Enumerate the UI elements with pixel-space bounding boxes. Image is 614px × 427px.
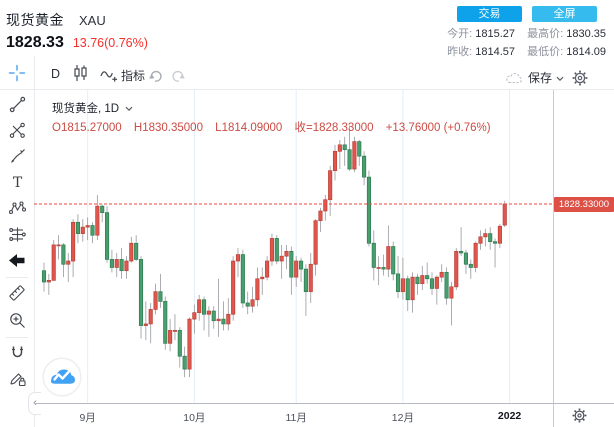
axis-label-1: 10月	[183, 412, 206, 424]
interval-button[interactable]: D	[51, 67, 61, 81]
projection-icon[interactable]	[8, 225, 26, 243]
cloud-icon	[506, 72, 524, 84]
price-axis-divider	[553, 90, 554, 427]
symbol-code: XAU	[79, 13, 106, 28]
svg-text:T: T	[12, 175, 22, 191]
candlestick-chart[interactable]	[34, 90, 554, 403]
legend-close: 收=1828.33000	[294, 122, 374, 134]
legend-change: +13.76000 (+0.76%)	[385, 122, 491, 134]
prev-close-label: 昨收:	[447, 45, 473, 58]
time-axis[interactable]: 9月 10月 11月 12月 2022	[0, 404, 614, 427]
candlestick-style-icon[interactable]	[71, 64, 89, 82]
pitchfork-icon[interactable]	[8, 121, 26, 139]
chart-legend-title-row: 现货黄金, 1D	[52, 100, 133, 116]
price-row: 1828.33 13.76(0.76%)	[6, 34, 148, 52]
stats-row-1: 今开: 1815.27 最高价: 1830.35	[447, 26, 606, 44]
last-price: 1828.33	[6, 34, 64, 51]
trade-button[interactable]: 交易	[457, 6, 522, 22]
toolbar-divider	[0, 89, 614, 90]
sidebar-group-divider-1	[6, 277, 28, 278]
prev-close-value: 1814.57	[475, 45, 516, 58]
ruler-icon[interactable]	[8, 284, 26, 302]
crosshair-icon[interactable]	[8, 64, 26, 82]
edit-lock-icon[interactable]	[8, 369, 26, 387]
legend-high: H1830.35000	[133, 122, 203, 134]
legend-symbol-interval[interactable]: 现货黄金, 1D	[52, 103, 120, 115]
axis-label-2: 11月	[285, 412, 307, 424]
time-axis-line	[34, 403, 614, 404]
xabcd-pattern-icon[interactable]	[8, 199, 26, 217]
legend-open: O1815.27000	[52, 122, 122, 134]
symbol-header: 现货黄金 XAU	[6, 10, 106, 30]
save-chevron-down-icon[interactable]	[556, 76, 564, 82]
redo-icon[interactable]	[169, 67, 187, 85]
chevron-down-icon[interactable]	[125, 106, 133, 112]
sidebar-divider	[34, 56, 35, 427]
axis-label-4: 2022	[497, 410, 522, 422]
axis-settings-gear-icon[interactable]	[570, 406, 588, 424]
brush-icon[interactable]	[8, 147, 26, 165]
axis-label-0: 9月	[79, 412, 96, 424]
daily-stats: 今开: 1815.27 最高价: 1830.35 昨收: 1814.57 最低价…	[447, 26, 606, 61]
trend-line-icon[interactable]	[8, 95, 26, 113]
axis-label-3: 12月	[391, 412, 414, 424]
symbol-title: 现货黄金	[6, 12, 64, 28]
zoom-in-icon[interactable]	[8, 311, 26, 329]
low-value: 1814.09	[566, 45, 606, 58]
undo-icon[interactable]	[147, 67, 165, 85]
sidebar-group-divider-2	[6, 337, 28, 338]
open-label: 今开:	[447, 28, 473, 40]
high-label: 最高价:	[527, 28, 564, 40]
open-value: 1815.27	[475, 28, 516, 40]
high-value: 1830.35	[566, 28, 606, 40]
save-button[interactable]: 保存	[528, 71, 553, 85]
fullscreen-button[interactable]: 全屏	[532, 6, 597, 22]
chart-legend-ohlc-row: O1815.27000 H1830.35000 L1814.09000 收=18…	[52, 119, 500, 135]
last-price-tag: 1828.33000	[554, 197, 614, 212]
indicator-wave-icon[interactable]	[100, 66, 118, 84]
arrow-marker-icon[interactable]	[8, 251, 26, 269]
site-logo	[42, 357, 82, 397]
price-change: 13.76(0.76%)	[72, 36, 148, 50]
indicators-button[interactable]: 指标	[121, 69, 146, 83]
legend-low: L1814.09000	[215, 122, 283, 134]
magnet-icon[interactable]	[8, 343, 26, 361]
low-label: 最低价:	[527, 45, 564, 58]
text-tool-icon[interactable]: T	[8, 173, 26, 191]
chart-settings-gear-icon[interactable]	[571, 69, 589, 87]
stats-row-2: 昨收: 1814.57 最低价: 1814.09	[447, 44, 606, 62]
